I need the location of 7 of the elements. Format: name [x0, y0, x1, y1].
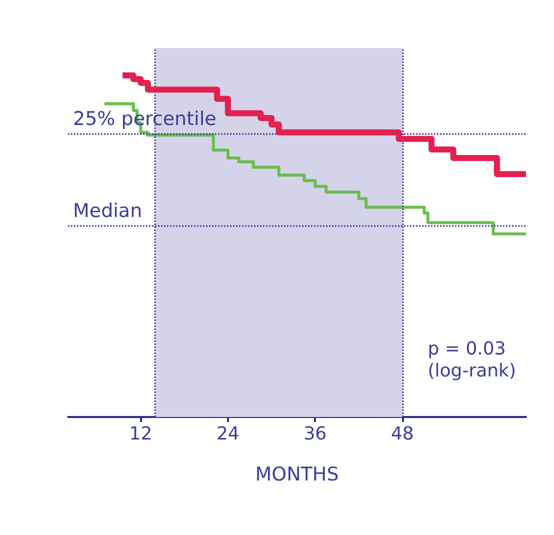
x-axis-title: MONTHS [255, 464, 339, 486]
ref-line-label: Median [73, 200, 142, 222]
annotation: p = 0.03 (log-rank) [428, 338, 516, 382]
x-tick-label: 12 [129, 424, 152, 444]
x-tick-label: 48 [390, 424, 414, 444]
x-tick-label: 24 [216, 424, 240, 444]
x-tick-label: 36 [304, 424, 327, 444]
